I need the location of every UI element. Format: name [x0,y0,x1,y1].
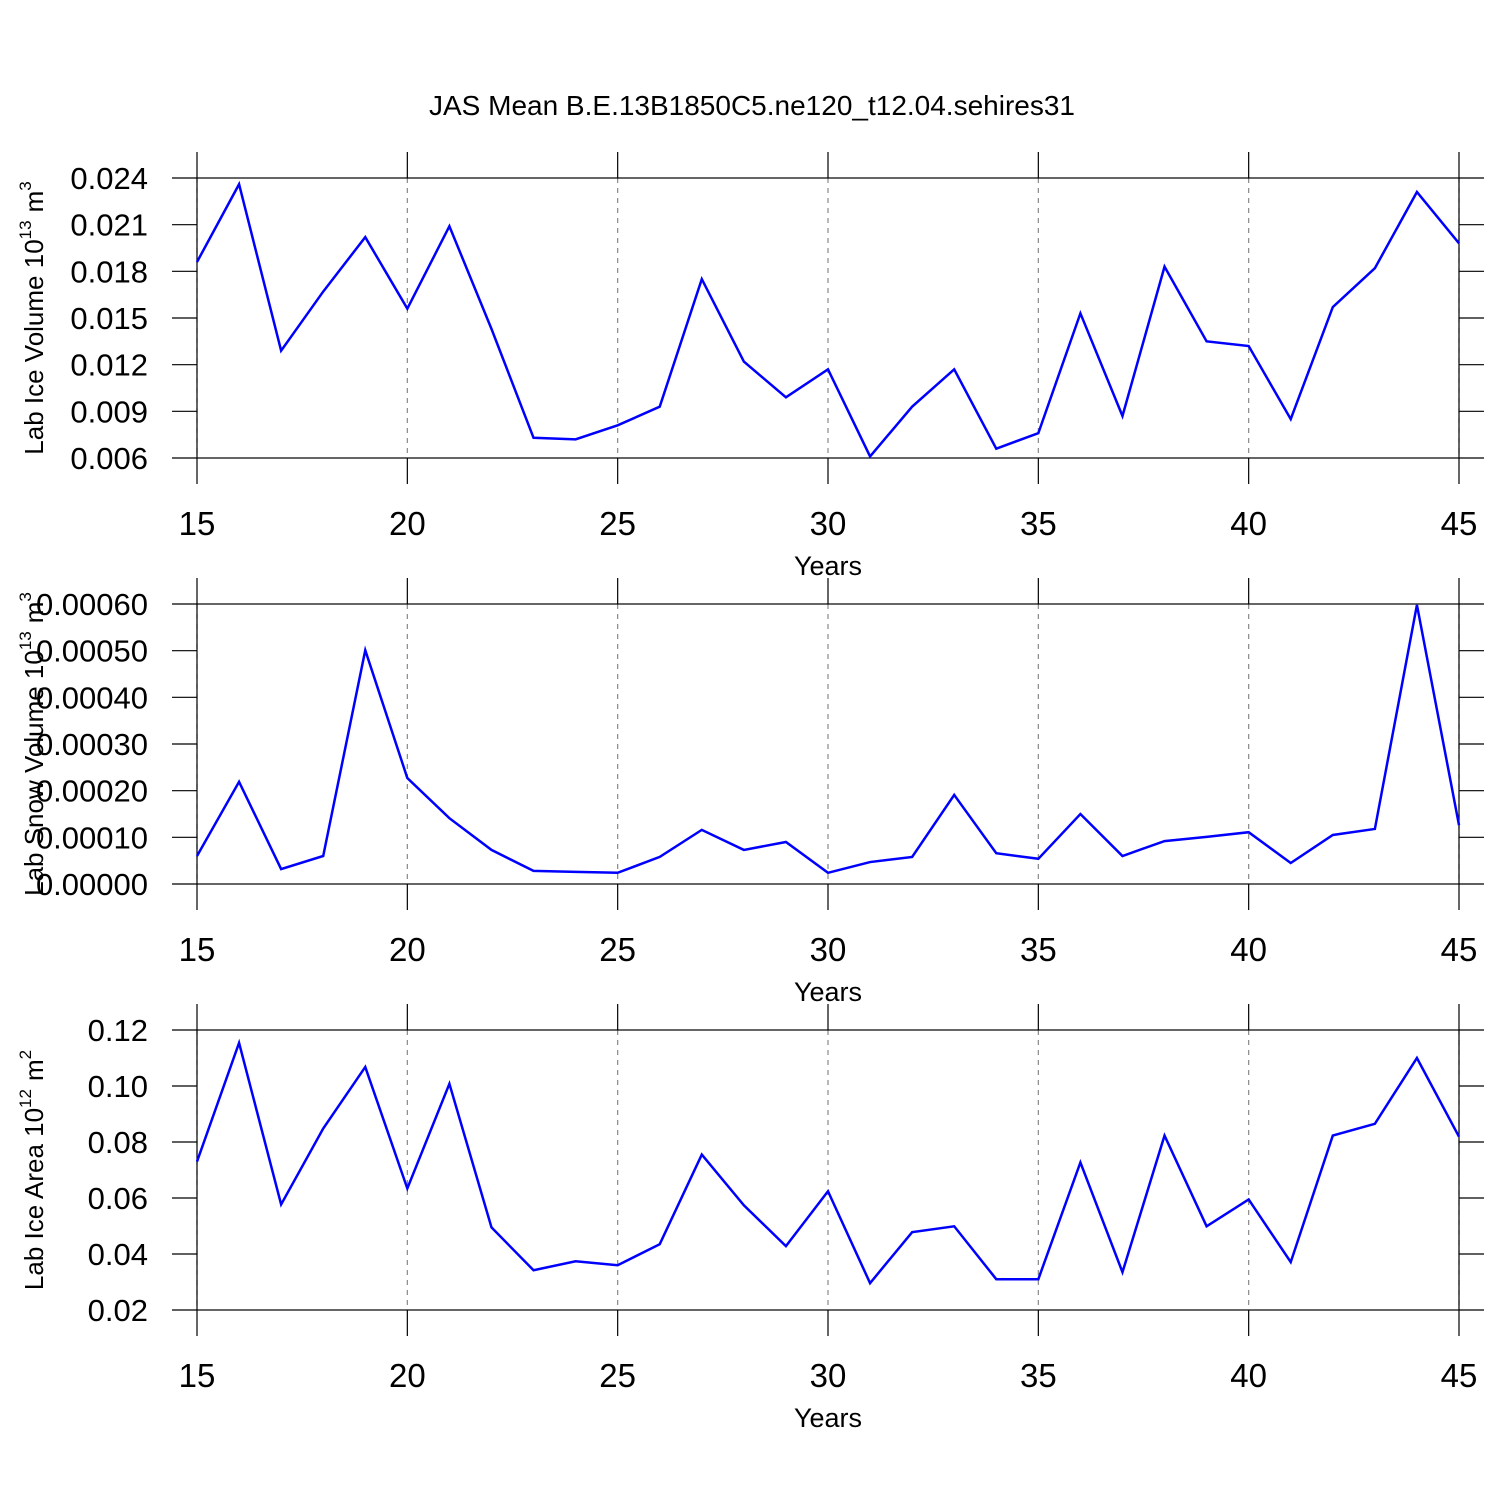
x-tick-label: 35 [1020,931,1057,968]
y-label-unit-exponent: 3 [16,181,35,190]
x-tick-label: 25 [599,1357,636,1394]
y-label-exponent: 12 [16,1089,35,1108]
y-axis-label: Lab Ice Volume 1013 m3 [16,181,49,454]
x-tick-label: 40 [1230,1357,1267,1394]
x-tick-label: 25 [599,505,636,542]
x-tick-label: 25 [599,931,636,968]
y-tick-label: 0.00060 [36,587,148,622]
y-axis-label: Lab Ice Area 1012 m2 [16,1050,49,1290]
y-tick-label: 0.06 [88,1181,148,1216]
y-tick-label: 0.10 [88,1069,148,1104]
y-axis-label: Lab Snow Volume 1013 m3 [16,592,49,896]
x-tick-label: 30 [810,1357,847,1394]
x-tick-label: 35 [1020,1357,1057,1394]
y-tick-label: 0.04 [88,1237,148,1272]
y-tick-label: 0.021 [70,208,148,243]
y-label-text: Lab Snow Volume 10 [19,650,49,896]
y-tick-label: 0.024 [70,161,148,196]
y-tick-label: 0.08 [88,1125,148,1160]
y-label-unit-exponent: 3 [16,592,35,601]
plot-frame [196,1029,1460,1311]
x-tick-label: 15 [179,505,216,542]
data-line [195,604,1461,875]
x-tick-label: 30 [810,931,847,968]
x-tick-label: 15 [179,931,216,968]
y-tick-label: 0.006 [70,441,148,476]
y-tick-label: 0.018 [70,254,148,289]
x-tick-label: 40 [1230,931,1267,968]
data-line [195,1038,1461,1286]
y-tick-label: 0.02 [88,1293,148,1328]
y-tick-label: 0.015 [70,301,148,336]
x-tick-label: 30 [810,505,847,542]
x-tick-label: 45 [1441,505,1478,542]
x-axis-label: Years [794,1403,862,1433]
y-tick-label: 0.00010 [36,820,148,855]
y-tick-label: 0.12 [88,1013,148,1048]
x-tick-label: 45 [1441,1357,1478,1394]
y-label-exponent: 13 [16,631,35,650]
x-tick-label: 20 [389,931,426,968]
y-label-exponent: 13 [16,220,35,239]
x-axis-label: Years [794,977,862,1007]
y-label-unit: m [19,602,49,624]
x-tick-label: 45 [1441,931,1478,968]
x-tick-label: 35 [1020,505,1057,542]
y-tick-label: 0.00050 [36,634,148,669]
y-tick-label: 0.00000 [36,867,148,902]
y-tick-label: 0.00040 [36,680,148,715]
data-line [195,180,1460,459]
chart-title: JAS Mean B.E.13B1850C5.ne120_t12.04.sehi… [429,90,1075,121]
y-label-text: Lab Ice Volume 10 [19,239,49,454]
plot-frame [196,603,1460,885]
y-label-unit: m [19,191,49,213]
y-label-text: Lab Ice Area 10 [19,1108,49,1290]
y-label-unit: m [19,1059,49,1081]
y-tick-label: 0.009 [70,394,148,429]
x-tick-label: 20 [389,1357,426,1394]
x-tick-label: 20 [389,505,426,542]
x-tick-label: 40 [1230,505,1267,542]
y-tick-label: 0.00020 [36,774,148,809]
y-label-unit-exponent: 2 [16,1050,35,1059]
y-tick-label: 0.00030 [36,727,148,762]
x-tick-label: 15 [179,1357,216,1394]
x-axis-label: Years [794,551,862,581]
plot-frame [196,177,1460,459]
y-tick-label: 0.012 [70,348,148,383]
